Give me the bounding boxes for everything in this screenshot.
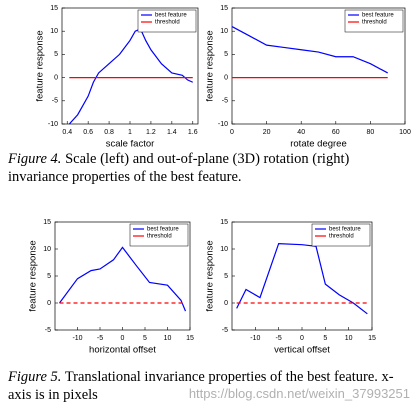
- y-tick-label: 15: [50, 5, 58, 12]
- x-tick-label: 1.6: [188, 129, 198, 136]
- x-tick-label: 0.8: [104, 129, 114, 136]
- y-tick-label: 5: [224, 51, 228, 58]
- legend-label: best feature: [147, 227, 179, 233]
- y-tick-label: -5: [222, 327, 228, 334]
- y-tick-label: -5: [222, 98, 228, 105]
- y-tick-label: -10: [218, 121, 228, 128]
- legend-label: threshold: [155, 20, 180, 26]
- x-tick-label: 0: [121, 335, 125, 342]
- x-tick-label: 100: [399, 129, 411, 136]
- x-tick-label: -5: [97, 335, 103, 342]
- y-axis-label: feature response: [205, 30, 216, 101]
- y-tick-label: 15: [43, 219, 51, 226]
- x-tick-label: 1.2: [146, 129, 156, 136]
- y-tick-label: 15: [220, 5, 228, 12]
- series-line: [59, 246, 187, 312]
- x-axis-label: rotate degree: [290, 139, 347, 150]
- x-tick-label: 10: [345, 335, 353, 342]
- caption: Figure 4. Scale (left) and out-of-plane …: [8, 150, 410, 186]
- plot-area: [231, 7, 406, 125]
- legend: [137, 9, 197, 33]
- legend-label: threshold: [362, 20, 387, 26]
- x-axis-label: vertical offset: [274, 345, 330, 356]
- y-tick-label: -5: [52, 98, 58, 105]
- x-axis-label: scale factor: [106, 139, 155, 150]
- x-tick-label: 5: [323, 335, 327, 342]
- legend-label: best feature: [155, 13, 187, 19]
- x-tick-label: 1: [128, 129, 132, 136]
- caption-label: Figure 4.: [8, 151, 62, 167]
- legend: [129, 223, 189, 247]
- legend-label: threshold: [329, 234, 354, 240]
- x-tick-label: 0.4: [62, 129, 72, 136]
- x-tick-label: 20: [263, 129, 271, 136]
- y-tick-label: 10: [43, 246, 51, 253]
- watermark: https://blog.csdn.net/weixin_37993251: [188, 386, 410, 401]
- x-axis-label: horizontal offset: [89, 345, 156, 356]
- legend-label: best feature: [362, 13, 394, 19]
- y-tick-label: 0: [54, 74, 58, 81]
- x-tick-label: -5: [276, 335, 282, 342]
- x-tick-label: 60: [332, 129, 340, 136]
- y-axis-label: feature response: [28, 240, 39, 311]
- x-tick-label: 1.4: [167, 129, 177, 136]
- y-tick-label: 15: [220, 219, 228, 226]
- x-tick-label: 0: [230, 129, 234, 136]
- x-tick-label: 0: [300, 335, 304, 342]
- y-axis-label: feature response: [205, 240, 216, 311]
- x-tick-label: 10: [164, 335, 172, 342]
- y-tick-label: 5: [54, 51, 58, 58]
- y-tick-label: 0: [224, 74, 228, 81]
- y-axis-label: feature response: [35, 30, 46, 101]
- x-tick-label: 80: [367, 129, 375, 136]
- y-tick-label: 10: [220, 246, 228, 253]
- y-tick-label: 0: [224, 300, 228, 307]
- x-tick-label: 5: [143, 335, 147, 342]
- y-tick-label: 5: [47, 273, 51, 280]
- series-line: [236, 242, 368, 315]
- x-tick-label: 15: [368, 335, 376, 342]
- x-tick-label: -10: [250, 335, 260, 342]
- x-tick-label: 15: [186, 335, 194, 342]
- caption-label: Figure 5.: [8, 369, 62, 385]
- caption-text: Translational invariance properties of t…: [8, 369, 394, 403]
- legend: [311, 223, 371, 247]
- y-tick-label: 0: [47, 300, 51, 307]
- x-tick-label: 0.6: [83, 129, 93, 136]
- series-line: [231, 26, 388, 74]
- legend-label: threshold: [147, 234, 172, 240]
- caption-text: Scale (left) and out-of-plane (3D) rotat…: [8, 151, 350, 185]
- series-line: [68, 28, 194, 125]
- y-tick-label: 10: [220, 28, 228, 35]
- legend-label: best feature: [329, 227, 361, 233]
- y-tick-label: 10: [50, 28, 58, 35]
- y-tick-label: -10: [48, 121, 58, 128]
- legend: [344, 9, 404, 33]
- x-tick-label: 40: [297, 129, 305, 136]
- caption: Figure 5. Translational invariance prope…: [8, 368, 410, 404]
- y-tick-label: 5: [224, 273, 228, 280]
- y-tick-label: -5: [45, 327, 51, 334]
- x-tick-label: -10: [72, 335, 82, 342]
